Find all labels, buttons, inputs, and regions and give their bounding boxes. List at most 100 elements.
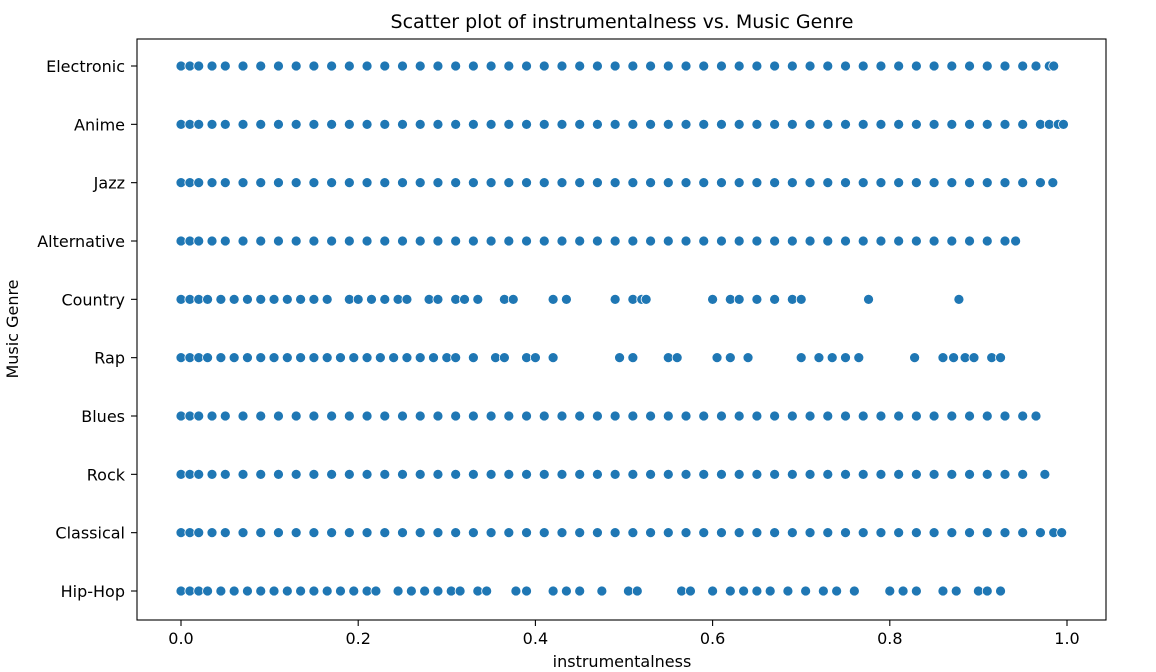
data-point xyxy=(450,410,462,422)
data-point xyxy=(485,60,497,72)
data-point xyxy=(800,585,812,597)
data-point xyxy=(521,468,532,480)
data-point xyxy=(450,468,462,480)
data-point xyxy=(716,177,727,189)
data-point xyxy=(290,60,302,72)
data-point xyxy=(928,177,940,189)
data-point xyxy=(468,527,479,539)
data-point xyxy=(352,293,364,305)
data-point xyxy=(206,235,218,247)
data-point xyxy=(893,468,905,480)
data-point xyxy=(857,410,869,422)
y-tick-label: Jazz xyxy=(93,174,125,193)
data-point xyxy=(273,410,284,422)
data-point xyxy=(609,410,621,422)
data-point xyxy=(379,468,391,480)
data-point xyxy=(893,118,905,130)
data-point xyxy=(928,235,940,247)
data-point xyxy=(432,293,444,305)
data-point xyxy=(627,352,639,364)
data-point xyxy=(335,352,346,364)
data-point xyxy=(503,118,515,130)
data-point xyxy=(614,352,625,364)
data-point xyxy=(769,60,780,72)
data-point xyxy=(928,118,940,130)
data-point xyxy=(733,527,745,539)
data-point xyxy=(468,468,479,480)
x-tick-label: 0.6 xyxy=(700,629,725,648)
data-point xyxy=(698,527,710,539)
data-point xyxy=(397,527,408,539)
data-point xyxy=(215,293,227,305)
data-point xyxy=(237,60,249,72)
data-point xyxy=(255,585,267,597)
data-point xyxy=(219,60,231,72)
data-point xyxy=(928,527,940,539)
data-point xyxy=(1017,177,1029,189)
x-tick-label: 0.8 xyxy=(877,629,902,648)
data-point xyxy=(343,527,355,539)
data-point xyxy=(370,585,382,597)
data-point xyxy=(592,118,603,130)
data-point xyxy=(361,118,373,130)
data-point xyxy=(485,177,497,189)
data-point xyxy=(893,177,905,189)
data-point xyxy=(911,410,922,422)
data-point xyxy=(769,235,780,247)
data-point xyxy=(485,410,497,422)
data-point xyxy=(804,235,816,247)
data-point xyxy=(1017,118,1029,130)
data-point xyxy=(707,293,718,305)
data-point xyxy=(645,468,656,480)
data-point xyxy=(999,527,1011,539)
data-point xyxy=(321,585,333,597)
data-point xyxy=(326,177,337,189)
data-point xyxy=(840,60,851,72)
x-tick-label: 0.0 xyxy=(168,629,193,648)
y-tick-label: Hip-Hop xyxy=(61,582,125,601)
data-point xyxy=(219,410,231,422)
data-point xyxy=(397,410,408,422)
data-point xyxy=(964,235,975,247)
y-tick-label: Blues xyxy=(81,407,125,426)
data-point xyxy=(786,468,798,480)
data-point xyxy=(538,177,550,189)
data-point xyxy=(964,468,975,480)
data-point xyxy=(308,293,320,305)
data-point xyxy=(751,235,763,247)
data-point xyxy=(450,352,462,364)
data-point xyxy=(786,177,798,189)
data-point xyxy=(786,527,798,539)
data-point xyxy=(499,352,510,364)
data-point xyxy=(507,293,519,305)
data-point xyxy=(193,527,205,539)
data-point xyxy=(948,352,959,364)
data-point xyxy=(414,527,426,539)
data-point xyxy=(206,60,218,72)
data-point xyxy=(574,177,586,189)
data-point xyxy=(909,352,920,364)
data-point xyxy=(627,60,639,72)
data-point xyxy=(538,410,550,422)
data-point xyxy=(911,527,922,539)
data-point xyxy=(698,410,710,422)
data-point xyxy=(733,177,745,189)
data-point xyxy=(308,352,320,364)
data-point xyxy=(609,235,621,247)
data-point xyxy=(627,410,639,422)
data-point xyxy=(804,60,816,72)
data-point xyxy=(1058,118,1069,130)
data-point xyxy=(521,585,532,597)
data-point xyxy=(999,235,1011,247)
data-point xyxy=(326,118,337,130)
data-point xyxy=(468,177,479,189)
data-point xyxy=(609,527,621,539)
data-point xyxy=(521,177,532,189)
data-point xyxy=(556,118,568,130)
data-point xyxy=(1035,527,1046,539)
data-point xyxy=(680,60,692,72)
data-point xyxy=(680,527,692,539)
data-point xyxy=(432,235,444,247)
data-point xyxy=(609,118,621,130)
data-point xyxy=(450,235,462,247)
